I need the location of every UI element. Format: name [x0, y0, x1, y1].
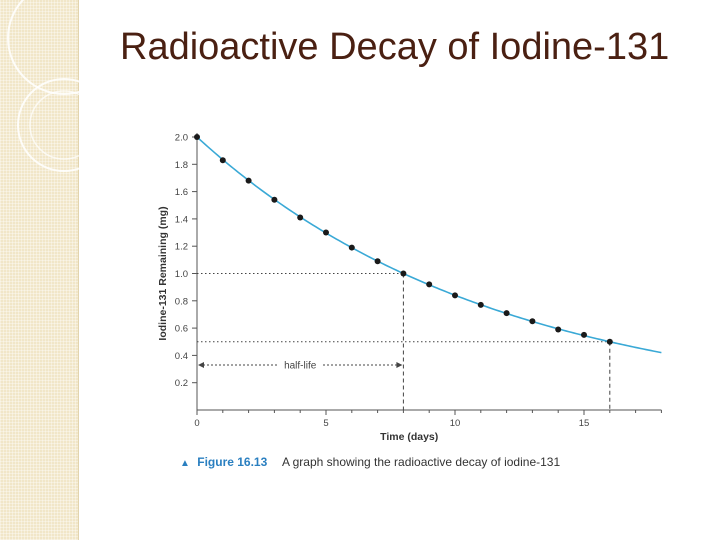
data-point: [606, 338, 613, 345]
decay-curve-line: [196, 136, 662, 354]
y-tick-label: 2.0: [175, 133, 188, 144]
data-point: [219, 157, 226, 164]
y-tick-label: 0.8: [175, 296, 188, 307]
data-point: [348, 244, 355, 251]
decorative-circles: [7, 0, 121, 172]
y-tick-label: 1.4: [175, 214, 188, 225]
data-point: [194, 134, 200, 140]
arrow-right-icon: [396, 361, 403, 368]
data-point: [452, 292, 458, 299]
x-tick-label: 0: [194, 418, 199, 429]
data-point: [555, 326, 562, 333]
y-tick-label: 0.4: [175, 351, 188, 362]
data-point: [400, 270, 407, 277]
arrow-left-icon: [198, 361, 204, 368]
data-point: [477, 301, 484, 308]
data-point: [529, 318, 536, 325]
figure-caption: ▲ Figure 16.13 A graph showing the radio…: [180, 455, 560, 469]
data-point: [374, 258, 381, 265]
slide-title: Radioactive Decay of Iodine-131: [120, 26, 670, 68]
data-point: [323, 229, 329, 236]
half-life-label: half-life: [284, 360, 317, 371]
x-tick-label: 10: [450, 418, 461, 429]
data-point: [503, 310, 510, 317]
annotation-label-bg: [278, 356, 323, 371]
y-tick-label: 1.0: [175, 269, 188, 280]
data-point: [297, 214, 304, 221]
data-point: [581, 331, 587, 338]
y-axis-title: Iodine-131 Remaining (mg): [157, 206, 169, 340]
data-point: [245, 177, 252, 184]
x-tick-label: 5: [323, 418, 328, 429]
data-point: [271, 196, 278, 203]
figure-label: Figure 16.13: [197, 455, 268, 469]
y-tick-label: 1.8: [175, 160, 188, 171]
y-tick-label: 1.6: [175, 187, 188, 198]
y-tick-label: 1.2: [175, 242, 188, 253]
triangle-up-icon: ▲: [180, 458, 190, 469]
data-point: [426, 281, 433, 288]
figure-caption-text: A graph showing the radioactive decay of…: [281, 455, 561, 469]
y-tick-label: 0.2: [175, 378, 188, 389]
y-tick-label: 0.6: [175, 324, 188, 335]
decorative-side-strip: [0, 0, 79, 540]
x-tick-label: 15: [579, 418, 590, 429]
x-axis-title: Time (days): [380, 431, 438, 443]
